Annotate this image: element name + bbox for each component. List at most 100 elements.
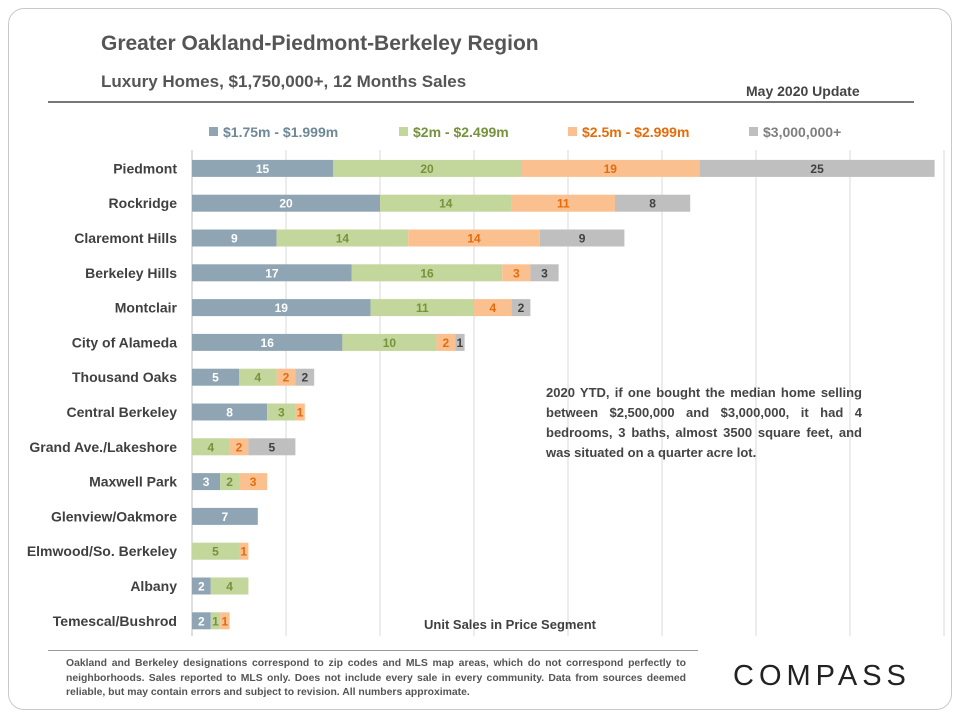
- data-label: 4: [254, 371, 261, 385]
- data-label: 9: [231, 232, 238, 246]
- bar-segment: [192, 542, 239, 560]
- data-label: 17: [265, 266, 279, 280]
- legend-swatch: [749, 127, 758, 136]
- bar-segment: [370, 299, 474, 317]
- bar-segment: [192, 229, 277, 247]
- update-label: May 2020 Update: [746, 83, 860, 99]
- data-label: 2: [198, 580, 205, 594]
- bar-segment: [295, 368, 315, 386]
- data-label: 3: [203, 475, 210, 489]
- data-label: 25: [810, 162, 824, 176]
- data-label: 19: [604, 162, 618, 176]
- bar-segment: [192, 403, 268, 421]
- slide-frame: [8, 8, 952, 710]
- data-label: 1: [222, 614, 229, 628]
- bar-segment: [474, 299, 512, 317]
- bar-segment: [192, 333, 343, 351]
- bar-segment: [511, 299, 531, 317]
- data-label: 11: [416, 301, 429, 315]
- bar-segment: [192, 507, 258, 525]
- bar-segment: [239, 473, 268, 491]
- data-label: 2: [226, 475, 233, 489]
- bar-segment: [295, 403, 305, 421]
- data-label: 2: [198, 614, 205, 628]
- bar-segment: [192, 438, 230, 456]
- data-label: 9: [579, 232, 586, 246]
- data-label: 14: [336, 232, 350, 246]
- category-label: Temescal/Bushrod: [53, 613, 177, 629]
- bar-segment: [436, 333, 456, 351]
- data-label: 3: [278, 406, 285, 420]
- bar-segment: [220, 612, 230, 630]
- data-label: 1: [212, 614, 219, 628]
- legend-label: $2m - $2.499m: [413, 124, 509, 140]
- bar-segment: [192, 577, 211, 595]
- data-label: 15: [256, 162, 270, 176]
- legend-label: $1.75m - $1.999m: [223, 124, 338, 140]
- data-label: 11: [557, 197, 570, 211]
- bar-segment: [192, 612, 211, 630]
- bar-segment: [239, 542, 249, 560]
- data-label: 14: [439, 197, 453, 211]
- data-label: 16: [420, 266, 434, 280]
- x-axis-title: Unit Sales in Price Segment: [424, 617, 597, 632]
- category-label: Claremont Hills: [74, 230, 177, 246]
- category-label: City of Alameda: [72, 334, 177, 350]
- bar-segment: [192, 159, 333, 177]
- data-label: 14: [467, 232, 481, 246]
- category-label: Central Berkeley: [66, 404, 177, 420]
- category-label: Glenview/Oakmore: [51, 508, 177, 524]
- footer-disclaimer: Oakland and Berkeley designations corres…: [66, 658, 686, 698]
- bar-segment: [342, 333, 437, 351]
- legend-swatch: [568, 127, 577, 136]
- bar-segment: [248, 438, 296, 456]
- data-label: 1: [457, 336, 464, 350]
- data-label: 7: [222, 510, 229, 524]
- bar-segment: [239, 368, 277, 386]
- bar-segment: [210, 577, 249, 595]
- data-label: 4: [226, 580, 233, 594]
- bar-segment: [192, 194, 380, 212]
- annotation-note: 2020 YTD, if one bought the median home …: [546, 385, 862, 460]
- bar-segment: [229, 438, 249, 456]
- bar-segment: [276, 229, 409, 247]
- data-label: 8: [649, 197, 656, 211]
- bar-segment: [408, 229, 540, 247]
- bar-segment: [192, 368, 239, 386]
- category-label: Rockridge: [109, 195, 178, 211]
- bar-segment: [615, 194, 691, 212]
- bar-segment: [539, 229, 625, 247]
- category-label: Elmwood/So. Berkeley: [27, 543, 177, 559]
- legend-swatch: [399, 127, 408, 136]
- data-label: 16: [261, 336, 275, 350]
- data-label: 4: [489, 301, 496, 315]
- data-label: 3: [513, 266, 520, 280]
- bar-segment: [192, 473, 221, 491]
- bar-segment: [530, 264, 559, 282]
- data-label: 3: [541, 266, 548, 280]
- category-label: Montclair: [115, 300, 178, 316]
- data-label: 2: [283, 371, 290, 385]
- chart-subtitle: Luxury Homes, $1,750,000+, 12 Months Sal…: [101, 72, 467, 91]
- category-label: Maxwell Park: [89, 474, 177, 490]
- bar-segment: [220, 473, 239, 491]
- bar-segment: [351, 264, 503, 282]
- data-label: 8: [226, 406, 233, 420]
- category-label: Albany: [130, 578, 177, 594]
- bar-segment: [267, 403, 296, 421]
- bar-segment: [210, 612, 221, 630]
- title-divider: [48, 101, 914, 103]
- data-label: 5: [269, 440, 276, 454]
- bar-segment: [192, 299, 371, 317]
- data-label: 1: [240, 545, 247, 559]
- data-label: 20: [420, 162, 434, 176]
- legend-swatch: [209, 127, 218, 136]
- data-label: 2: [442, 336, 449, 350]
- data-label: 1: [297, 406, 304, 420]
- data-label: 5: [212, 371, 219, 385]
- data-label: 20: [279, 197, 293, 211]
- data-label: 2: [518, 301, 525, 315]
- chart-title: Greater Oakland-Piedmont-Berkeley Region: [101, 32, 539, 55]
- legend-label: $3,000,000+: [763, 124, 841, 140]
